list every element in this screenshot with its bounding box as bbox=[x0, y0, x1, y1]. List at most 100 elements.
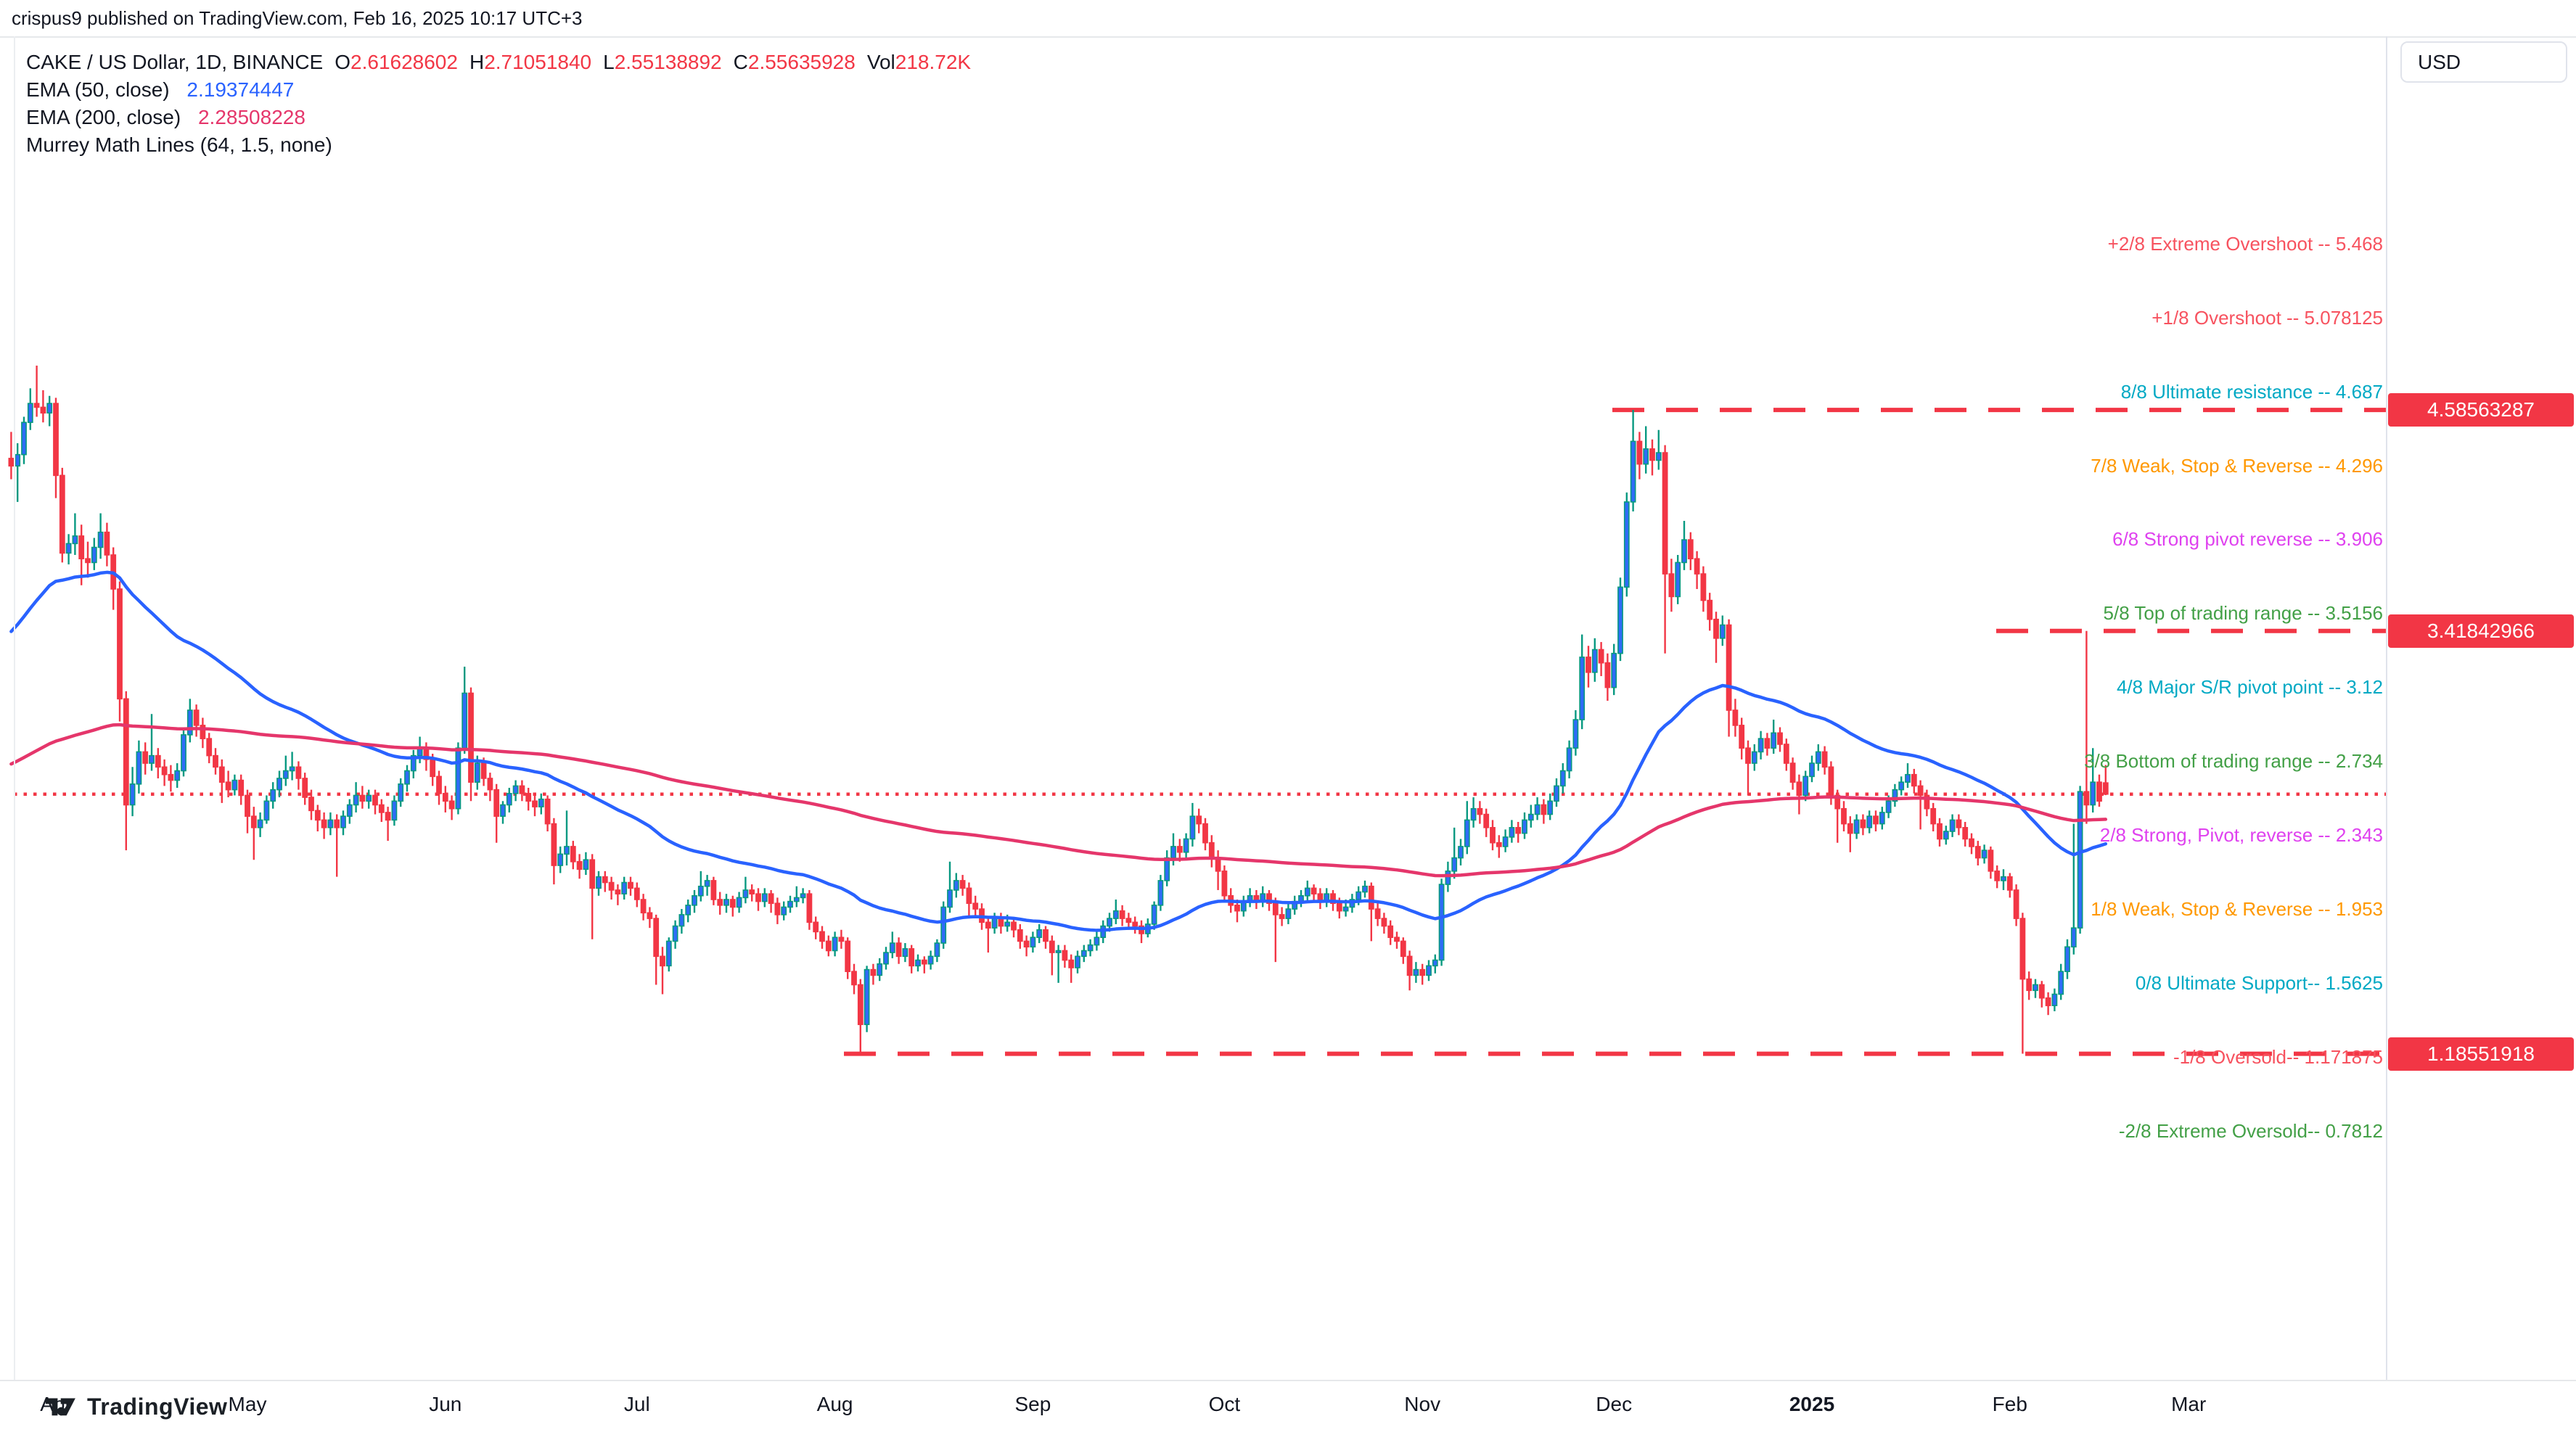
candle-body bbox=[1732, 709, 1739, 726]
currency-usd-button[interactable]: USD bbox=[2400, 41, 2567, 83]
candle-body bbox=[65, 543, 72, 554]
candle-body bbox=[902, 948, 908, 958]
candle-body bbox=[430, 759, 436, 778]
candle-body bbox=[1496, 841, 1502, 847]
price-axis[interactable]: 6.000000005.500000005.000000004.50000000… bbox=[2387, 36, 2576, 1380]
candle-body bbox=[2064, 946, 2070, 972]
candle-body bbox=[1873, 815, 1879, 825]
candle-body bbox=[1374, 908, 1381, 919]
ohlc-values: O2.61628602 H2.71051840 L2.55138892 C2.5563… bbox=[323, 51, 971, 73]
candle-body bbox=[1451, 857, 1458, 872]
candle-body bbox=[1643, 448, 1649, 465]
candle-body bbox=[1132, 921, 1139, 927]
candle-body bbox=[231, 779, 238, 791]
candle-body bbox=[1080, 950, 1087, 958]
candle-body bbox=[1336, 902, 1342, 912]
candle-body bbox=[845, 940, 851, 972]
ema200-label[interactable]: EMA (200, close) bbox=[26, 106, 181, 128]
usd-button-label: USD bbox=[2418, 50, 2461, 73]
candle-body bbox=[1815, 751, 1821, 764]
candle-body bbox=[97, 531, 104, 548]
legend-ema50-row: EMA (50, close) 2.19374447 bbox=[26, 78, 294, 102]
candle-body bbox=[1707, 599, 1713, 620]
candle-body bbox=[1949, 819, 1956, 832]
candle-body bbox=[250, 815, 257, 828]
candle-body bbox=[1930, 807, 1937, 825]
candle-body bbox=[2102, 782, 2109, 795]
candle-body bbox=[1068, 959, 1075, 968]
candle-body bbox=[851, 971, 857, 986]
candle-body bbox=[1572, 719, 1579, 749]
candle-body bbox=[1062, 950, 1068, 961]
candle-body bbox=[1017, 929, 1023, 942]
candle-body bbox=[602, 876, 608, 884]
candle-body bbox=[1477, 807, 1483, 815]
mml-label[interactable]: Murrey Math Lines (64, 1.5, none) bbox=[26, 133, 332, 156]
symbol-title[interactable]: CAKE / US Dollar, 1D, BINANCE bbox=[26, 51, 324, 73]
candle-body bbox=[1841, 807, 1847, 825]
header-separator bbox=[0, 36, 2576, 38]
candle-body bbox=[660, 955, 665, 967]
candle-body bbox=[2013, 889, 2019, 919]
candle-body bbox=[1554, 785, 1559, 802]
candle-body bbox=[1681, 539, 1687, 564]
candle-body bbox=[519, 785, 525, 794]
price-axis-separator bbox=[2386, 36, 2387, 1380]
time-tick-aug: Aug bbox=[816, 1393, 853, 1415]
candle-body bbox=[1636, 440, 1643, 465]
candle-body bbox=[462, 692, 468, 749]
candle-body bbox=[1962, 827, 1969, 840]
candle-body bbox=[557, 853, 564, 866]
candle-body bbox=[832, 937, 838, 952]
legend-mml-row: Murrey Math Lines (64, 1.5, none) bbox=[26, 133, 332, 157]
candle-body bbox=[583, 859, 589, 871]
ema50-label[interactable]: EMA (50, close) bbox=[26, 78, 170, 101]
candle-body bbox=[493, 789, 500, 817]
candle-body bbox=[1490, 827, 1496, 844]
candle-body bbox=[640, 899, 647, 914]
time-tick-may: May bbox=[228, 1393, 267, 1415]
candle-body bbox=[1662, 452, 1668, 575]
candle-body bbox=[1655, 452, 1662, 461]
candle-body bbox=[915, 959, 921, 967]
candle-body bbox=[1834, 794, 1841, 810]
tradingview-logo[interactable]: TradingView bbox=[44, 1390, 227, 1423]
candle-body bbox=[1310, 887, 1317, 894]
candle-body bbox=[1943, 831, 1949, 840]
candle-body bbox=[1125, 918, 1132, 923]
candle-body bbox=[781, 906, 787, 915]
candle-body bbox=[1515, 827, 1522, 834]
time-axis[interactable]: AprMayJunJulAugSepOctNovDec2025FebMar bbox=[0, 1380, 2576, 1432]
candle-body bbox=[1783, 744, 1789, 764]
candle-body bbox=[1892, 789, 1898, 802]
candle-body bbox=[1757, 738, 1764, 753]
candle-body bbox=[276, 778, 282, 791]
candle-body bbox=[2038, 984, 2045, 999]
candle-body bbox=[761, 893, 768, 902]
candle-body bbox=[1107, 918, 1112, 927]
candle-body bbox=[1719, 624, 1726, 639]
candle-body bbox=[653, 918, 660, 958]
candle-body bbox=[308, 797, 314, 812]
candle-body bbox=[633, 887, 640, 900]
candle-body bbox=[104, 531, 110, 556]
candle-body bbox=[1355, 891, 1362, 900]
candle-body bbox=[1196, 815, 1202, 825]
ohlc-item: O2.61628602 bbox=[335, 51, 458, 73]
candle-body bbox=[1234, 905, 1240, 912]
candle-body bbox=[129, 783, 136, 806]
candle-body bbox=[774, 902, 781, 915]
candle-body bbox=[1527, 813, 1534, 821]
candle-body bbox=[806, 893, 813, 923]
candle-body bbox=[480, 762, 487, 779]
candle-body bbox=[1700, 573, 1707, 601]
candle-body bbox=[544, 798, 551, 825]
candle-body bbox=[953, 880, 959, 891]
candle-body bbox=[1566, 747, 1572, 772]
candle-body bbox=[2051, 993, 2058, 1006]
candle-body bbox=[672, 925, 678, 942]
candle-body bbox=[282, 770, 289, 779]
time-tick-feb: Feb bbox=[1992, 1393, 2027, 1415]
candle-body bbox=[525, 793, 532, 802]
